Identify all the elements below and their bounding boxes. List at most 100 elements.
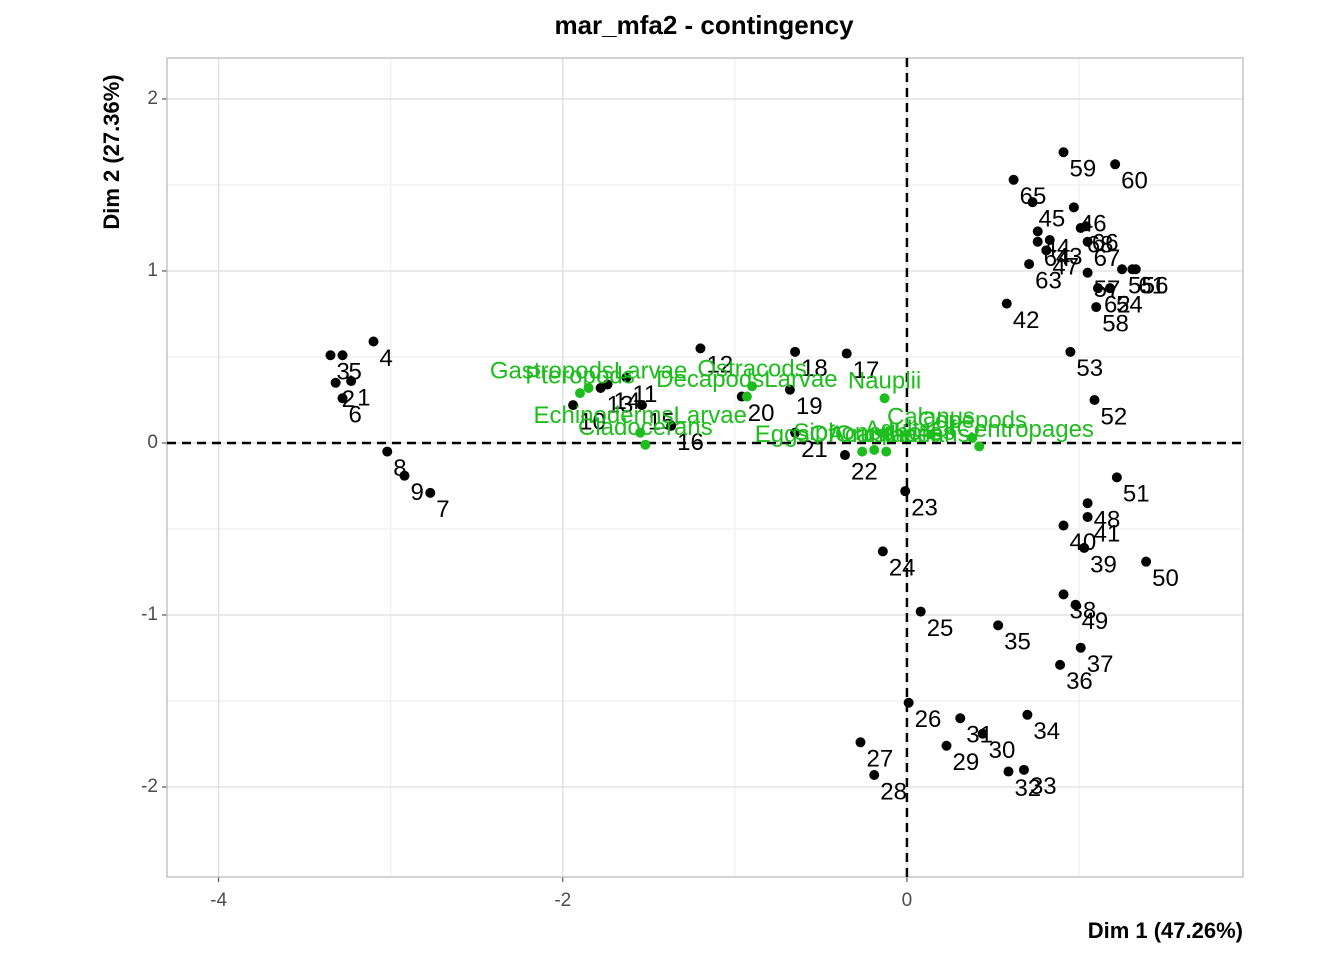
point: [337, 350, 348, 361]
point-label: Cladocerans: [578, 414, 713, 441]
point-label: 4: [379, 345, 392, 372]
point-label: 22: [851, 458, 878, 485]
point-label: 14: [614, 388, 641, 415]
point: [790, 346, 801, 357]
point-label: 10: [579, 408, 606, 435]
point: [1032, 236, 1043, 247]
point: [855, 737, 866, 748]
point-label: 2: [342, 386, 355, 413]
point: [635, 427, 646, 438]
point: [1082, 236, 1093, 247]
y-tick-label: 1: [147, 260, 158, 281]
point-label: 35: [1004, 629, 1031, 656]
point: [869, 769, 880, 780]
point-label: 60: [1121, 168, 1148, 195]
point: [583, 382, 594, 393]
point-label: 36: [1066, 668, 1093, 695]
point: [337, 393, 348, 404]
point-label: 1: [357, 384, 370, 411]
point-label: Calanus: [887, 404, 975, 431]
point-label: AdultsOfCentropages: [864, 416, 1093, 443]
point: [903, 697, 914, 708]
point: [1044, 235, 1055, 245]
point: [1082, 511, 1093, 522]
point: [1058, 589, 1069, 600]
point: [1003, 766, 1014, 777]
point: [1001, 298, 1012, 309]
point-label: 61: [1138, 273, 1165, 300]
point: [1082, 267, 1093, 278]
point: [790, 427, 801, 438]
y-tick-label: 0: [147, 432, 158, 453]
point-label: 47: [1052, 254, 1079, 281]
point-label: 45: [1039, 205, 1066, 232]
point-label: 21: [801, 436, 828, 463]
point-label: Acantharia: [829, 421, 944, 448]
point-label: 42: [1013, 307, 1040, 334]
point: [1018, 764, 1029, 775]
point: [1127, 264, 1138, 275]
point: [955, 713, 966, 724]
point-label: 53: [1076, 355, 1103, 382]
point-label: 20: [748, 400, 775, 427]
point-label: 25: [927, 615, 954, 642]
point: [1092, 283, 1103, 294]
point: [602, 379, 613, 390]
point: [382, 446, 393, 457]
point: [877, 546, 888, 557]
point: [621, 372, 632, 383]
point-label: Pteropods: [525, 362, 634, 389]
point: [1075, 222, 1086, 233]
point: [1111, 472, 1122, 483]
point: [368, 336, 379, 347]
point-label: 62: [1104, 292, 1131, 319]
point-label: 26: [915, 706, 942, 733]
y-axis-title: Dim 2 (27.36%): [99, 74, 124, 229]
point-label: 37: [1087, 651, 1114, 678]
point: [1117, 264, 1128, 275]
y-tick-label: -1: [141, 604, 158, 625]
point-label: 16: [677, 429, 704, 456]
point-label: 12: [706, 352, 733, 379]
point-label: 33: [1030, 773, 1057, 800]
point: [915, 606, 926, 617]
point-label: 3: [336, 359, 349, 386]
point: [1024, 259, 1035, 270]
point: [977, 728, 988, 739]
point-label: 7: [436, 496, 449, 523]
point-label: 54: [1116, 292, 1143, 319]
point: [1075, 642, 1086, 653]
y-tick-label: -2: [141, 776, 158, 797]
point: [1027, 197, 1038, 208]
point-label: 52: [1100, 403, 1127, 430]
x-tick-label: -4: [210, 890, 227, 911]
point-label: 68: [1087, 231, 1114, 258]
point: [1082, 498, 1093, 509]
point-label: 67: [1094, 245, 1121, 272]
point: [1141, 556, 1152, 567]
point-label: 34: [1033, 718, 1060, 745]
point: [967, 432, 978, 443]
y-tick-label: 2: [147, 88, 158, 109]
point-label: GastropodsLarvae: [490, 357, 687, 384]
point: [1079, 542, 1090, 553]
point: [695, 343, 706, 354]
point-label: 55: [1128, 273, 1155, 300]
point: [1032, 226, 1043, 237]
point-label: 48: [1094, 507, 1121, 534]
point-label: 23: [911, 494, 938, 521]
point: [1055, 659, 1066, 670]
point: [900, 486, 911, 497]
point: [841, 348, 852, 359]
plot-border: [166, 57, 1244, 878]
point-label: 28: [880, 778, 907, 805]
x-tick-label: 0: [902, 890, 913, 911]
point: [747, 381, 758, 392]
point: [1068, 202, 1079, 213]
point: [399, 470, 410, 481]
point: [879, 393, 890, 404]
point: [1089, 394, 1100, 405]
point: [1104, 283, 1115, 294]
point-label: 32: [1014, 775, 1041, 802]
point: [869, 444, 880, 455]
